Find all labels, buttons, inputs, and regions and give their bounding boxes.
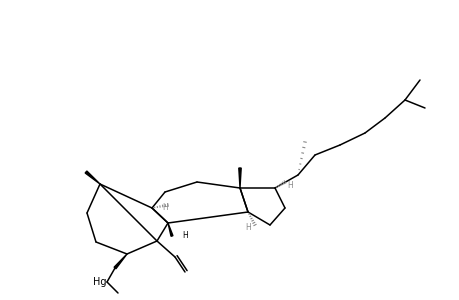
Text: H: H [286, 181, 292, 190]
Text: H: H [245, 224, 250, 232]
Text: H: H [162, 202, 168, 211]
Polygon shape [168, 223, 173, 236]
Polygon shape [114, 254, 127, 269]
Text: H: H [182, 230, 187, 239]
Text: Hg: Hg [93, 277, 106, 287]
Polygon shape [238, 168, 241, 188]
Polygon shape [85, 171, 100, 184]
